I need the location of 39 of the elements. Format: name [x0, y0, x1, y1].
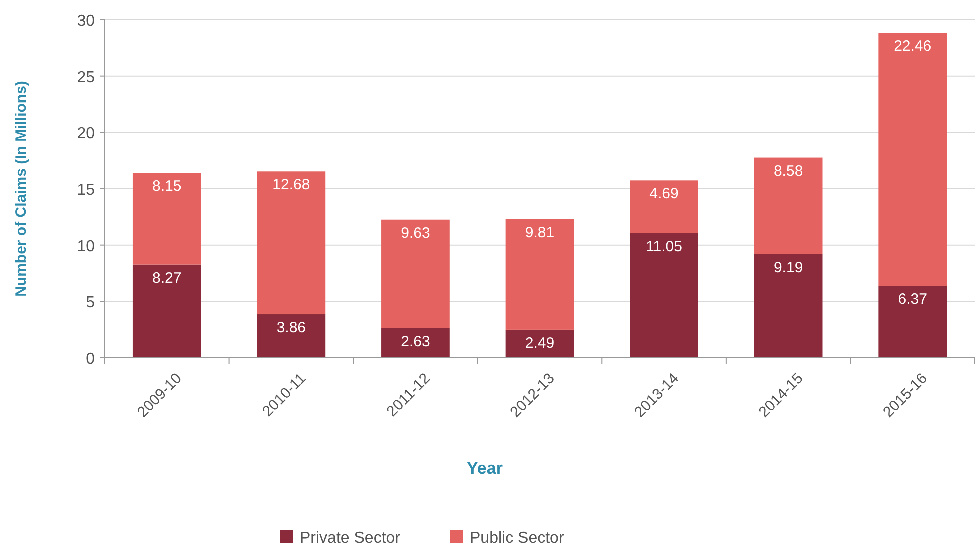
- y-tick-label: 30: [77, 13, 96, 30]
- y-tick-label: 20: [77, 126, 96, 143]
- bar: [382, 220, 450, 328]
- data-label: 22.46: [894, 38, 932, 56]
- bar: [132, 264, 202, 358]
- bar: [382, 328, 450, 358]
- data-label: 9.19: [774, 259, 804, 276]
- y-axis-title: Number of Claims (In Millions): [13, 81, 30, 297]
- y-tick-label: 10: [77, 238, 96, 256]
- y-tick-label: 25: [77, 69, 96, 86]
- bar: [257, 172, 326, 315]
- bar: [754, 158, 823, 254]
- bar: [630, 234, 698, 358]
- legend-label: Private Sector: [300, 530, 402, 547]
- data-label: 3.86: [276, 320, 306, 337]
- data-label: 2.63: [401, 333, 430, 350]
- data-label: 6.37: [898, 291, 928, 308]
- y-tick-label: 0: [86, 351, 96, 368]
- data-label: 2.49: [525, 334, 555, 352]
- bar: [506, 219, 574, 330]
- bar: [878, 286, 948, 358]
- y-tick-label: 5: [86, 294, 96, 312]
- data-label: 4.69: [650, 186, 679, 203]
- bar: [878, 33, 948, 286]
- data-label: 8.15: [152, 178, 182, 195]
- bar: [132, 173, 202, 265]
- data-label: 8.58: [774, 162, 804, 180]
- data-label: 8.27: [152, 270, 182, 287]
- bar: [257, 314, 326, 358]
- legend-label: Public Sector: [470, 530, 565, 547]
- bar: [630, 180, 698, 234]
- y-tick-label: 15: [77, 182, 96, 199]
- x-axis-title: Year: [467, 459, 504, 478]
- data-label: 9.63: [401, 224, 430, 242]
- bar: [506, 330, 574, 358]
- bar: [754, 254, 823, 358]
- data-label: 9.81: [525, 224, 555, 242]
- data-label: 11.05: [646, 238, 683, 256]
- data-label: 12.68: [272, 176, 310, 194]
